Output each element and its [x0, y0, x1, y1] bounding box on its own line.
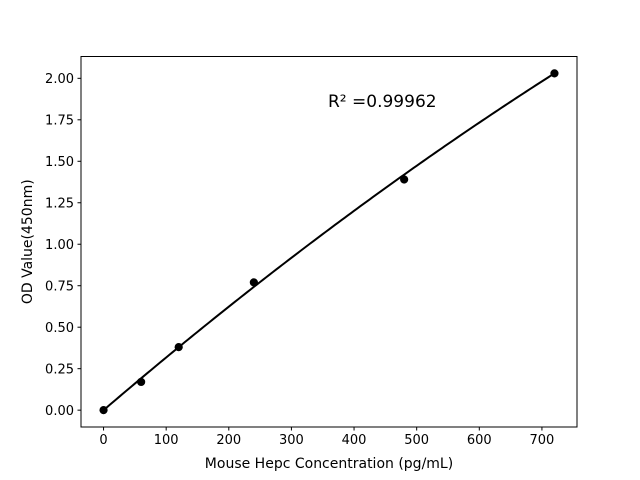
y-tick-label: 0.50	[45, 321, 74, 336]
x-tick-label: 400	[342, 433, 367, 448]
data-point	[550, 69, 559, 78]
data-point	[99, 406, 108, 415]
plot-area	[81, 56, 577, 427]
y-tick-label: 1.00	[45, 238, 74, 253]
r-squared-annotation: R² =0.99962	[328, 92, 437, 112]
x-tick-label: 300	[279, 433, 304, 448]
x-axis-label: Mouse Hepc Concentration (pg/mL)	[205, 456, 453, 472]
y-tick-label: 1.25	[45, 196, 74, 211]
y-axis-label: OD Value(450nm)	[20, 179, 36, 304]
y-tick-label: 0.00	[45, 404, 74, 419]
y-tick-label: 1.75	[45, 113, 74, 128]
x-tick-label: 200	[216, 433, 241, 448]
x-tick-label: 100	[154, 433, 179, 448]
y-tick-label: 2.00	[45, 72, 74, 87]
data-point	[400, 175, 409, 184]
data-point	[137, 377, 146, 387]
x-tick-label: 700	[530, 433, 555, 448]
y-tick-label: 1.50	[45, 155, 74, 170]
x-tick-label: 600	[467, 433, 492, 448]
y-tick-label: 0.75	[45, 279, 74, 294]
x-tick-label: 0	[99, 433, 107, 448]
axes-spines	[80, 56, 578, 428]
data-point	[174, 343, 183, 352]
data-point	[249, 278, 258, 287]
y-tick-label: 0.25	[45, 362, 74, 377]
x-tick-label: 500	[404, 433, 429, 448]
